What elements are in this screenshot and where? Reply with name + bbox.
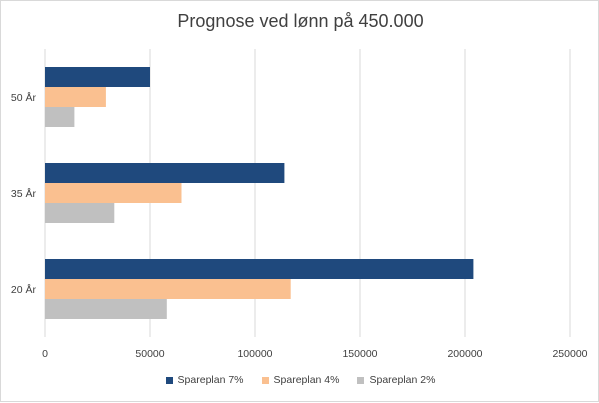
x-tick-label: 150000 <box>342 348 377 360</box>
bar <box>45 203 115 223</box>
bar <box>45 67 150 87</box>
legend-item: Spareplan 7% <box>165 374 244 386</box>
legend-label: Spareplan 2% <box>369 374 436 386</box>
bar <box>45 279 291 299</box>
legend-item: Spareplan 2% <box>357 374 435 386</box>
bar <box>45 107 75 127</box>
x-tick-label: 50000 <box>135 348 164 360</box>
chart-title: Prognose ved lønn på 450.000 <box>177 11 424 31</box>
y-category-label: 20 År <box>11 283 37 296</box>
bar <box>45 183 182 203</box>
bar <box>45 87 106 107</box>
legend-item: Spareplan 4% <box>261 374 340 386</box>
x-tick-label: 250000 <box>552 348 587 360</box>
bar <box>45 299 167 319</box>
x-tick-label: 200000 <box>447 348 482 360</box>
y-category-label: 50 År <box>11 91 37 104</box>
legend-swatch <box>165 376 173 384</box>
x-tick-label: 100000 <box>237 348 272 360</box>
x-tick-label: 0 <box>42 348 48 360</box>
legend-swatch <box>261 376 269 384</box>
y-category-label: 35 År <box>11 187 37 200</box>
legend-label: Spareplan 4% <box>273 374 340 386</box>
legend-label: Spareplan 7% <box>177 374 244 386</box>
legend-swatch <box>357 376 365 384</box>
bar <box>45 163 285 183</box>
bar <box>45 259 474 279</box>
legend: Spareplan 7% Spareplan 4% Spareplan 2% <box>1 374 599 386</box>
